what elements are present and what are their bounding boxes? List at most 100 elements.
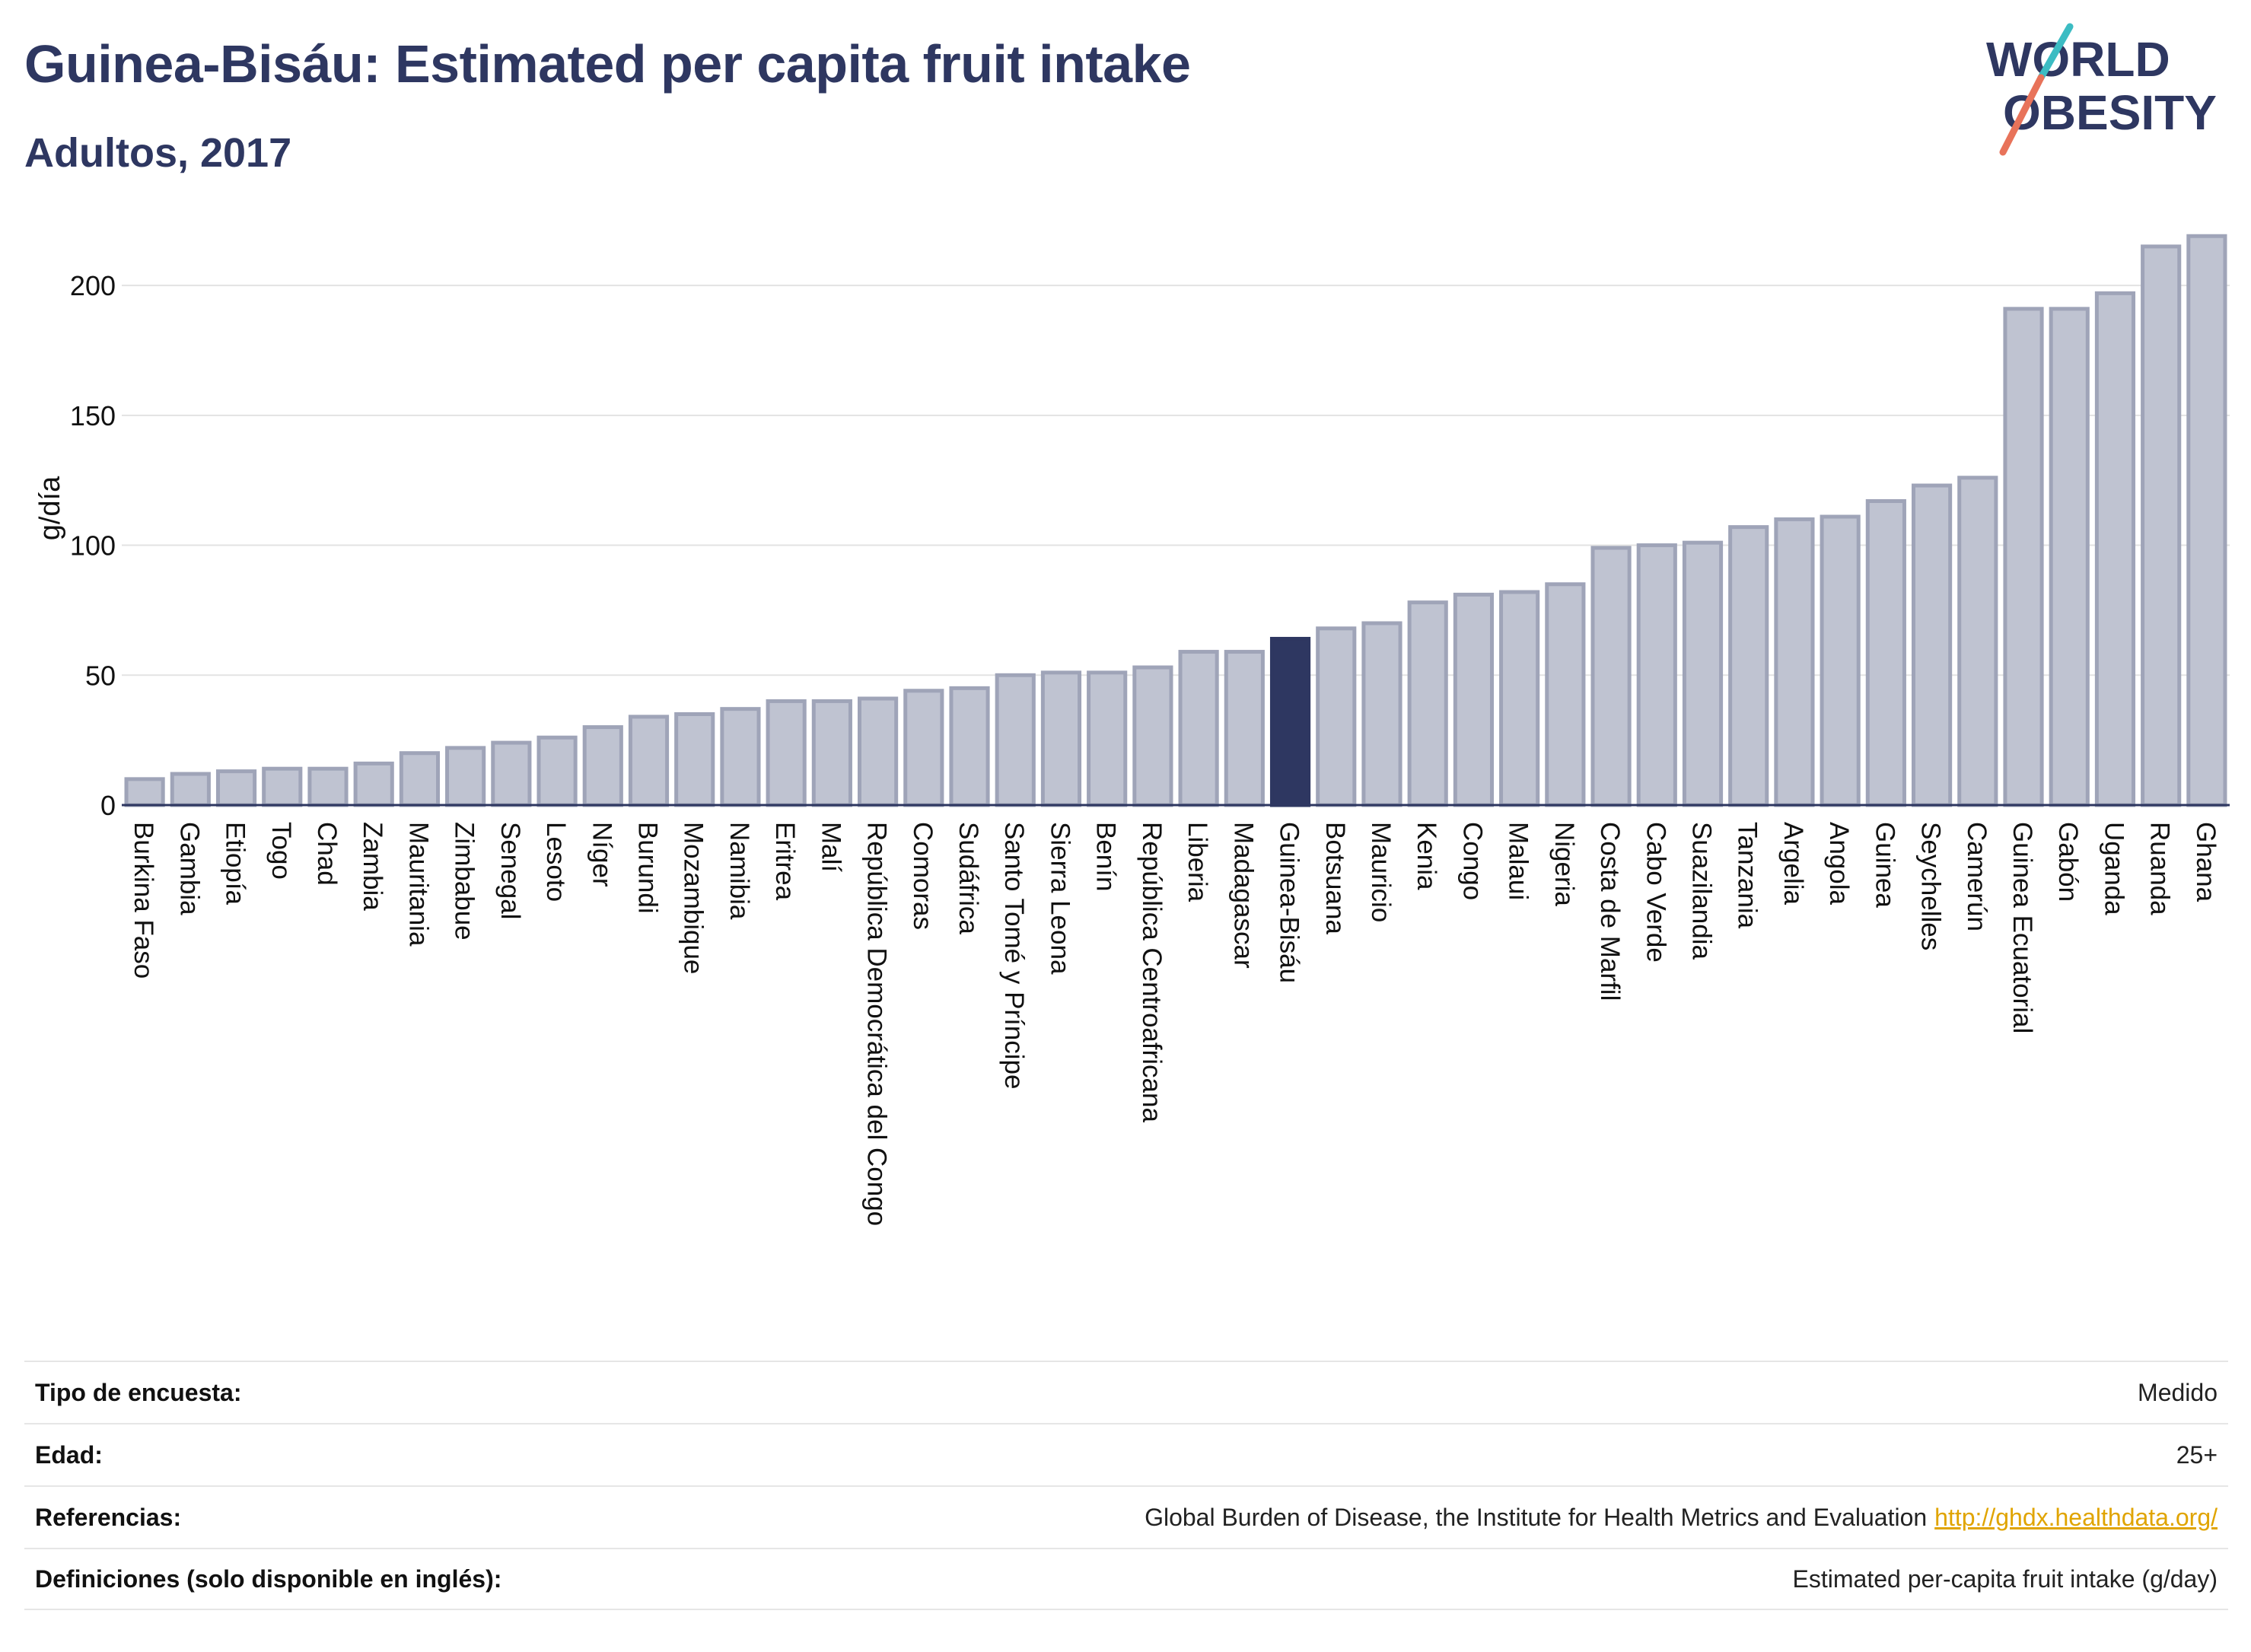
logo-slash-teal-icon [2037,23,2074,81]
bar[interactable] [491,740,532,807]
bar[interactable] [1682,540,1724,807]
bar[interactable] [858,696,899,807]
bar[interactable] [1957,476,1998,807]
bar[interactable] [811,699,852,807]
bar[interactable] [674,711,715,807]
bar[interactable] [215,769,257,807]
bar[interactable] [1178,650,1219,807]
bar[interactable] [2094,291,2136,807]
bar[interactable] [2049,307,2090,807]
bar[interactable] [262,766,303,807]
x-tick-label: Comoras [908,822,938,930]
bar[interactable] [766,699,807,807]
bar[interactable] [1865,499,1906,807]
y-tick-labels: 0 50 100 150 200 [70,270,116,821]
x-tick-label: Ghana [2191,822,2221,902]
info-label: Referencias: [35,1503,182,1531]
x-tick-label: Liberia [1183,822,1212,902]
x-tick-label: Botsuana [1320,822,1350,934]
bar[interactable] [399,751,441,807]
bar[interactable] [536,735,578,807]
x-tick-label: Santo Tomé y Príncipe [999,822,1029,1090]
y-tick-label: 50 [85,660,116,691]
reference-link[interactable]: http://ghdx.healthdata.org/ [1934,1503,2218,1531]
x-tick-label: Namibia [724,822,754,920]
x-tick-label: Etiopía [221,822,250,905]
info-row-definitions: Definiciones (solo disponible en inglés)… [24,1548,2228,1610]
x-tick-label: Mauricio [1366,822,1396,922]
x-tick-label: Eritrea [770,822,800,901]
bar[interactable] [2141,244,2182,807]
bars [124,234,2227,807]
y-axis-label: g/día [34,476,66,540]
bar[interactable] [1316,626,1357,807]
info-label: Definiciones (solo disponible en inglés)… [35,1564,502,1593]
x-tick-label: Angola [1824,822,1854,906]
bar[interactable] [582,725,623,807]
bar[interactable] [445,746,486,807]
x-tick-label: Malí [816,822,845,872]
bar[interactable] [995,673,1036,807]
y-tick-label: 200 [70,270,116,301]
info-value: 25+ [2176,1440,2218,1469]
bar[interactable] [1912,483,1953,807]
bar[interactable] [1087,670,1128,807]
x-tick-label: Madagascar [1228,822,1258,969]
x-tick-label: Guinea-Bisáu [1275,822,1304,983]
info-row-references: Referencias: Global Burden of Disease, t… [24,1485,2228,1548]
bar[interactable] [1636,543,1677,807]
world-obesity-logo: WORLD OBESITY [1986,23,2217,156]
info-value: Medido [2138,1378,2218,1406]
info-label: Tipo de encuesta: [35,1378,242,1406]
bar[interactable] [1545,582,1586,807]
x-tick-label: Seychelles [1916,822,1946,950]
bar[interactable] [1774,517,1815,807]
bar[interactable] [124,777,165,807]
bar[interactable] [2003,307,2044,807]
x-tick-label: Gabón [2053,822,2083,902]
bar[interactable] [2186,234,2227,807]
logo-line2: OBESITY [2003,85,2217,140]
x-tick-label: Zambia [358,822,387,911]
bar[interactable] [1224,650,1265,807]
bar[interactable] [1407,600,1448,807]
info-label: Edad: [35,1440,103,1469]
x-tick-label: Nigeria [1549,822,1579,906]
bar[interactable] [353,761,394,807]
bar[interactable] [1361,621,1402,807]
bar[interactable] [628,715,670,807]
bar[interactable] [1499,590,1540,807]
x-tick-labels: Burkina Faso Gambia Etiopía Togo Chad Zambia M… [129,822,2221,1226]
y-tick-label: 150 [70,400,116,431]
x-tick-label: Tanzania [1733,822,1762,929]
bar[interactable] [1453,592,1494,807]
x-tick-label: Congo [1457,822,1487,900]
info-table: Tipo de encuesta: Medido Edad: 25+ Refer… [24,1361,2228,1610]
bar[interactable] [949,686,990,807]
x-tick-label: Malaui [1504,822,1533,900]
bar[interactable] [307,766,349,807]
bar[interactable] [720,707,761,807]
x-tick-label: Lesoto [541,822,571,902]
x-tick-label: Chad [312,822,342,886]
x-tick-label: Guinea Ecuatorial [2007,822,2037,1033]
x-tick-label: Ruanda [2145,822,2175,915]
x-tick-label: Burundi [633,822,663,914]
x-tick-label: Sudáfrica [954,822,983,934]
x-tick-label: Burkina Faso [129,822,158,979]
bar[interactable] [1820,514,1861,807]
bar[interactable] [170,772,211,807]
bar[interactable] [1040,670,1082,807]
bar[interactable] [1590,546,1632,807]
x-tick-label: Mauritania [403,822,433,947]
bar[interactable] [1132,665,1173,807]
x-tick-label: Suazilandia [1687,822,1717,960]
bar[interactable] [1269,636,1311,807]
x-tick-label: Zimbabue [450,822,479,941]
chart-subtitle: Adultos, 2017 [24,130,292,176]
bar[interactable] [903,689,944,807]
x-tick-label: Benín [1091,822,1121,891]
bar[interactable] [1728,525,1769,807]
x-tick-label: Camerún [1962,822,1992,931]
x-tick-label: Togo [266,822,296,880]
